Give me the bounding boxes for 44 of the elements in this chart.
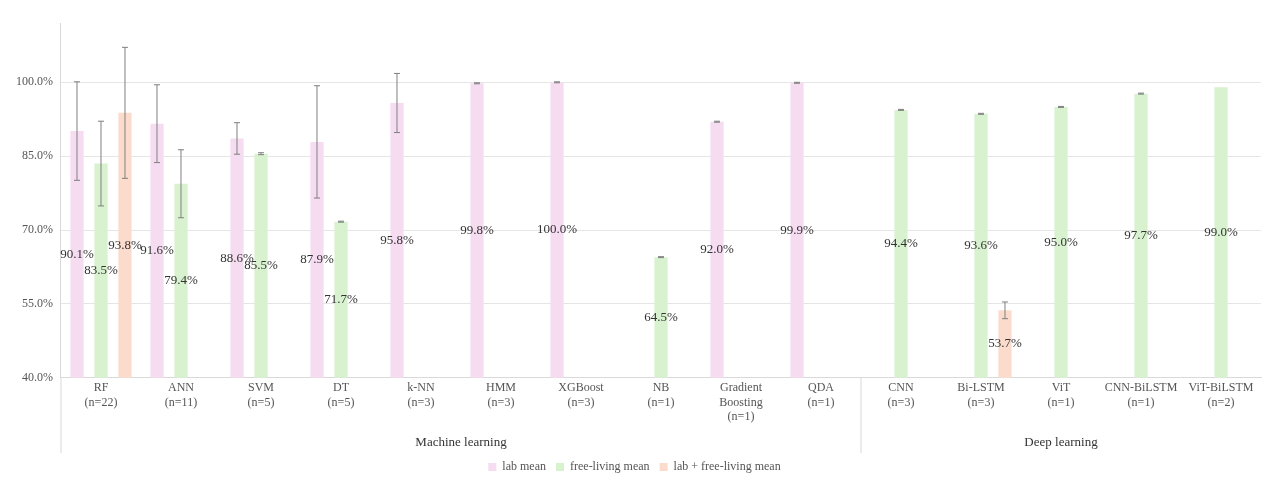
data-label: 87.9% bbox=[300, 251, 334, 267]
text: Machine learning bbox=[415, 434, 508, 450]
data-label: 93.8% bbox=[108, 236, 142, 252]
data-label: 95.8% bbox=[380, 231, 414, 247]
data-label: 79.4% bbox=[164, 272, 198, 288]
data-label: 90.1% bbox=[60, 245, 94, 261]
data-label: 83.5% bbox=[84, 262, 118, 278]
x-tick-label: ViT-BiLSTM (n=2) bbox=[1188, 380, 1254, 409]
data-label: 99.8% bbox=[460, 221, 494, 237]
legend-label: lab mean bbox=[502, 459, 546, 474]
legend-label: free-living mean bbox=[569, 459, 650, 474]
data-label: 97.7% bbox=[1124, 227, 1158, 243]
x-tick-label: k-NN (n=3) bbox=[407, 380, 435, 409]
x-tick-label: Bi-LSTM (n=3) bbox=[957, 380, 1005, 409]
data-label: 53.7% bbox=[988, 335, 1022, 351]
y-tick-label: 40.0% bbox=[22, 369, 53, 384]
x-tick-label: NB (n=1) bbox=[647, 380, 675, 409]
data-label: 91.6% bbox=[140, 242, 174, 258]
x-tick-label: ANN (n=11) bbox=[164, 380, 198, 409]
y-tick-label: 70.0% bbox=[22, 222, 53, 237]
data-label: 94.4% bbox=[884, 235, 918, 251]
legend-label: lab + free-living mean bbox=[673, 459, 781, 474]
x-tick-label: RF (n=22) bbox=[84, 380, 118, 409]
text: Deep learning bbox=[1024, 434, 1099, 450]
x-tick-label: ViT (n=1) bbox=[1047, 380, 1075, 409]
x-tick-label: DT (n=5) bbox=[327, 380, 355, 409]
y-tick-label: 85.0% bbox=[22, 148, 53, 163]
data-label: 99.9% bbox=[780, 221, 814, 237]
x-tick-label: QDA (n=1) bbox=[807, 380, 835, 409]
data-label: 92.0% bbox=[700, 241, 734, 257]
x-tick-label: CNN-BiLSTM (n=1) bbox=[1104, 380, 1178, 409]
data-label: 64.5% bbox=[644, 308, 678, 324]
y-tick-label: 55.0% bbox=[22, 296, 53, 311]
data-label: 100.0% bbox=[536, 221, 578, 237]
x-tick-label: XGBoost (n=3) bbox=[558, 380, 605, 409]
data-label: 95.0% bbox=[1044, 233, 1078, 249]
y-tick-label: 100.0% bbox=[16, 74, 53, 89]
data-label: 99.0% bbox=[1204, 223, 1238, 239]
data-label: 93.6% bbox=[964, 237, 998, 253]
x-tick-label: CNN (n=3) bbox=[887, 380, 915, 409]
x-tick-label: Gradient Boosting (n=1) bbox=[719, 380, 763, 423]
x-tick-label: HMM (n=3) bbox=[485, 380, 517, 409]
data-label: 71.7% bbox=[324, 291, 358, 307]
x-tick-label: SVM (n=5) bbox=[247, 380, 275, 409]
